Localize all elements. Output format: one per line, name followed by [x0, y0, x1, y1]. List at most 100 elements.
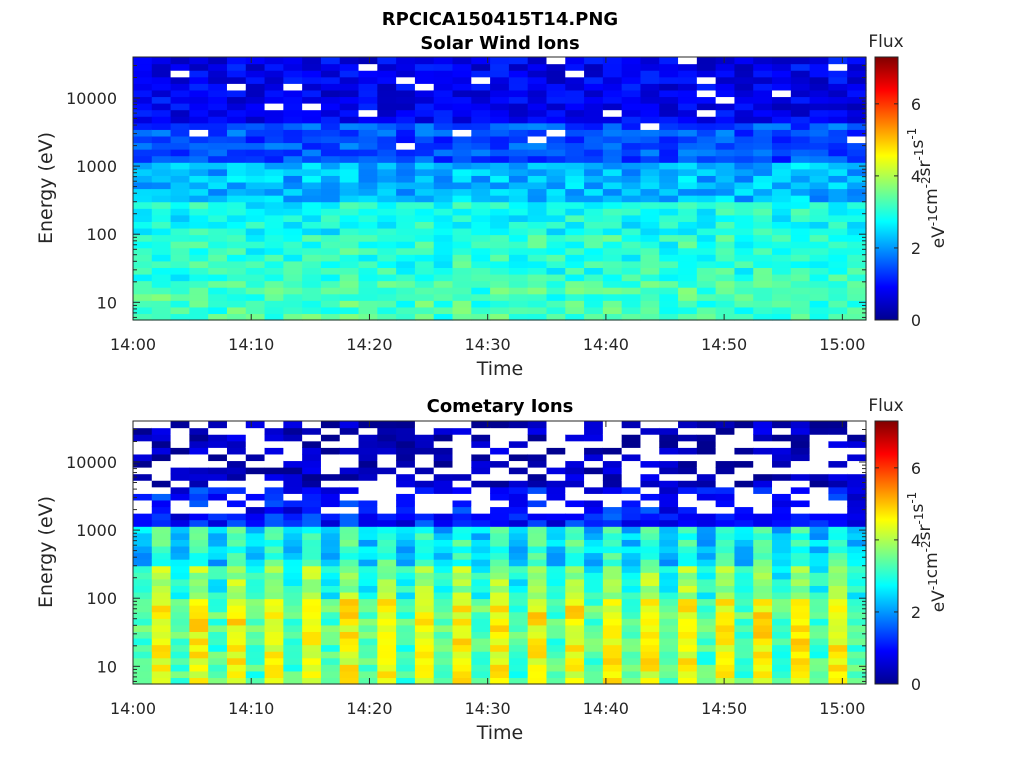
spectrogram-cell — [490, 578, 510, 586]
spectrogram-cell — [170, 565, 190, 573]
spectrogram-cell — [659, 480, 679, 488]
spectrogram-cell — [414, 526, 435, 534]
spectrogram-cell — [396, 89, 416, 98]
spectrogram-cell — [715, 116, 736, 124]
spectrogram-cell — [527, 208, 548, 216]
spectrogram-cell — [396, 657, 416, 665]
spectrogram-cell — [396, 532, 416, 540]
spectrogram-cell — [471, 631, 491, 639]
spectrogram-cell — [189, 227, 209, 236]
spectrogram-cell — [715, 572, 736, 580]
spectrogram-cell — [414, 76, 435, 84]
spectrogram-cell — [208, 565, 228, 573]
spectrogram-cell — [584, 539, 604, 547]
spectrogram-cell — [659, 149, 679, 157]
spectrogram-cell — [245, 486, 266, 494]
spectrogram-cell — [414, 254, 435, 262]
spectrogram-cell — [358, 76, 378, 84]
spectrogram-cell — [433, 493, 454, 501]
spectrogram-cell — [790, 201, 811, 209]
spectrogram-cell — [339, 440, 360, 448]
y-tick-label: 1000 — [76, 521, 117, 540]
spectrogram-cell — [828, 677, 848, 685]
spectrogram-cell — [678, 254, 698, 262]
spectrogram-cell — [283, 162, 303, 170]
spectrogram-cell — [452, 559, 472, 567]
spectrogram-cell — [151, 513, 172, 521]
spectrogram-cell — [208, 532, 228, 540]
spectrogram-cell — [245, 241, 266, 249]
spectrogram-cell — [828, 631, 848, 639]
spectrogram-cell — [753, 440, 773, 448]
x-tick-label: 15:00 — [819, 335, 865, 354]
spectrogram-cell — [584, 234, 604, 242]
spectrogram-cell — [226, 260, 247, 268]
spectrogram-cell — [828, 254, 848, 262]
spectrogram-cell — [828, 306, 848, 315]
spectrogram-cell — [527, 486, 548, 494]
spectrogram-cell — [226, 96, 247, 104]
spectrogram-cell — [320, 486, 341, 494]
spectrogram-cell — [320, 532, 341, 540]
spectrogram-cell — [264, 306, 284, 315]
spectrogram-cell — [264, 644, 284, 652]
spectrogram-cell — [189, 234, 209, 242]
spectrogram-cell — [433, 605, 454, 613]
spectrogram-cell — [208, 637, 228, 646]
spectrogram-cell — [339, 572, 360, 580]
spectrogram-cell — [584, 214, 604, 222]
spectrogram-cell — [377, 188, 397, 196]
spectrogram-cell — [602, 234, 623, 242]
spectrogram-cell — [151, 552, 172, 560]
spectrogram-cell — [283, 201, 303, 209]
spectrogram-cell — [320, 149, 341, 157]
spectrogram-cell — [358, 657, 378, 665]
spectrogram-cell — [490, 168, 510, 176]
spectrogram-cell — [527, 96, 548, 104]
spectrogram-cell — [396, 480, 416, 488]
spectrogram-cell — [696, 214, 717, 222]
spectrogram-cell — [602, 585, 623, 593]
spectrogram-cell — [790, 657, 811, 665]
spectrogram-cell — [320, 539, 341, 547]
colorbar-tick-label: 2 — [911, 239, 921, 258]
spectrogram-cell — [283, 116, 303, 124]
spectrogram-cell — [358, 670, 378, 679]
spectrogram-cell — [189, 440, 209, 448]
spectrogram-cell — [320, 109, 341, 117]
spectrogram-cell — [715, 631, 736, 639]
spectrogram-cell — [527, 227, 548, 236]
spectrogram-cell — [245, 572, 266, 580]
spectrogram-cell — [339, 657, 360, 665]
spectrogram-cell — [151, 539, 172, 547]
spectrogram-cell — [809, 453, 830, 462]
spectrogram-cell — [753, 519, 773, 527]
spectrogram-cell — [828, 440, 848, 448]
spectrogram-cell — [621, 247, 642, 255]
spectrogram-cell — [621, 532, 642, 540]
spectrogram-cell — [809, 149, 830, 157]
spectrogram-cell — [490, 254, 510, 262]
spectrogram-cell — [377, 208, 397, 216]
spectrogram-cell — [471, 57, 491, 65]
spectrogram-cell — [790, 447, 811, 455]
spectrogram-cell — [377, 532, 397, 540]
spectrogram-cell — [302, 201, 322, 209]
spectrogram-cell — [396, 162, 416, 170]
spectrogram-cell — [208, 254, 228, 262]
spectrogram-cell — [226, 241, 247, 249]
spectrogram-cell — [471, 559, 491, 567]
spectrogram-cell — [170, 109, 190, 117]
spectrogram-cell — [734, 421, 754, 429]
spectrogram-cell — [358, 532, 378, 540]
spectrogram-cell — [208, 651, 228, 659]
spectrogram-cell — [226, 195, 247, 203]
spectrogram-cell — [471, 513, 491, 521]
spectrogram-cell — [715, 149, 736, 157]
spectrogram-cell — [433, 89, 454, 98]
spectrogram-cell — [659, 545, 679, 554]
spectrogram-cell — [546, 440, 566, 448]
spectrogram-cell — [640, 116, 660, 124]
spectrogram-cell — [678, 306, 698, 315]
spectrogram-cell — [358, 142, 378, 150]
